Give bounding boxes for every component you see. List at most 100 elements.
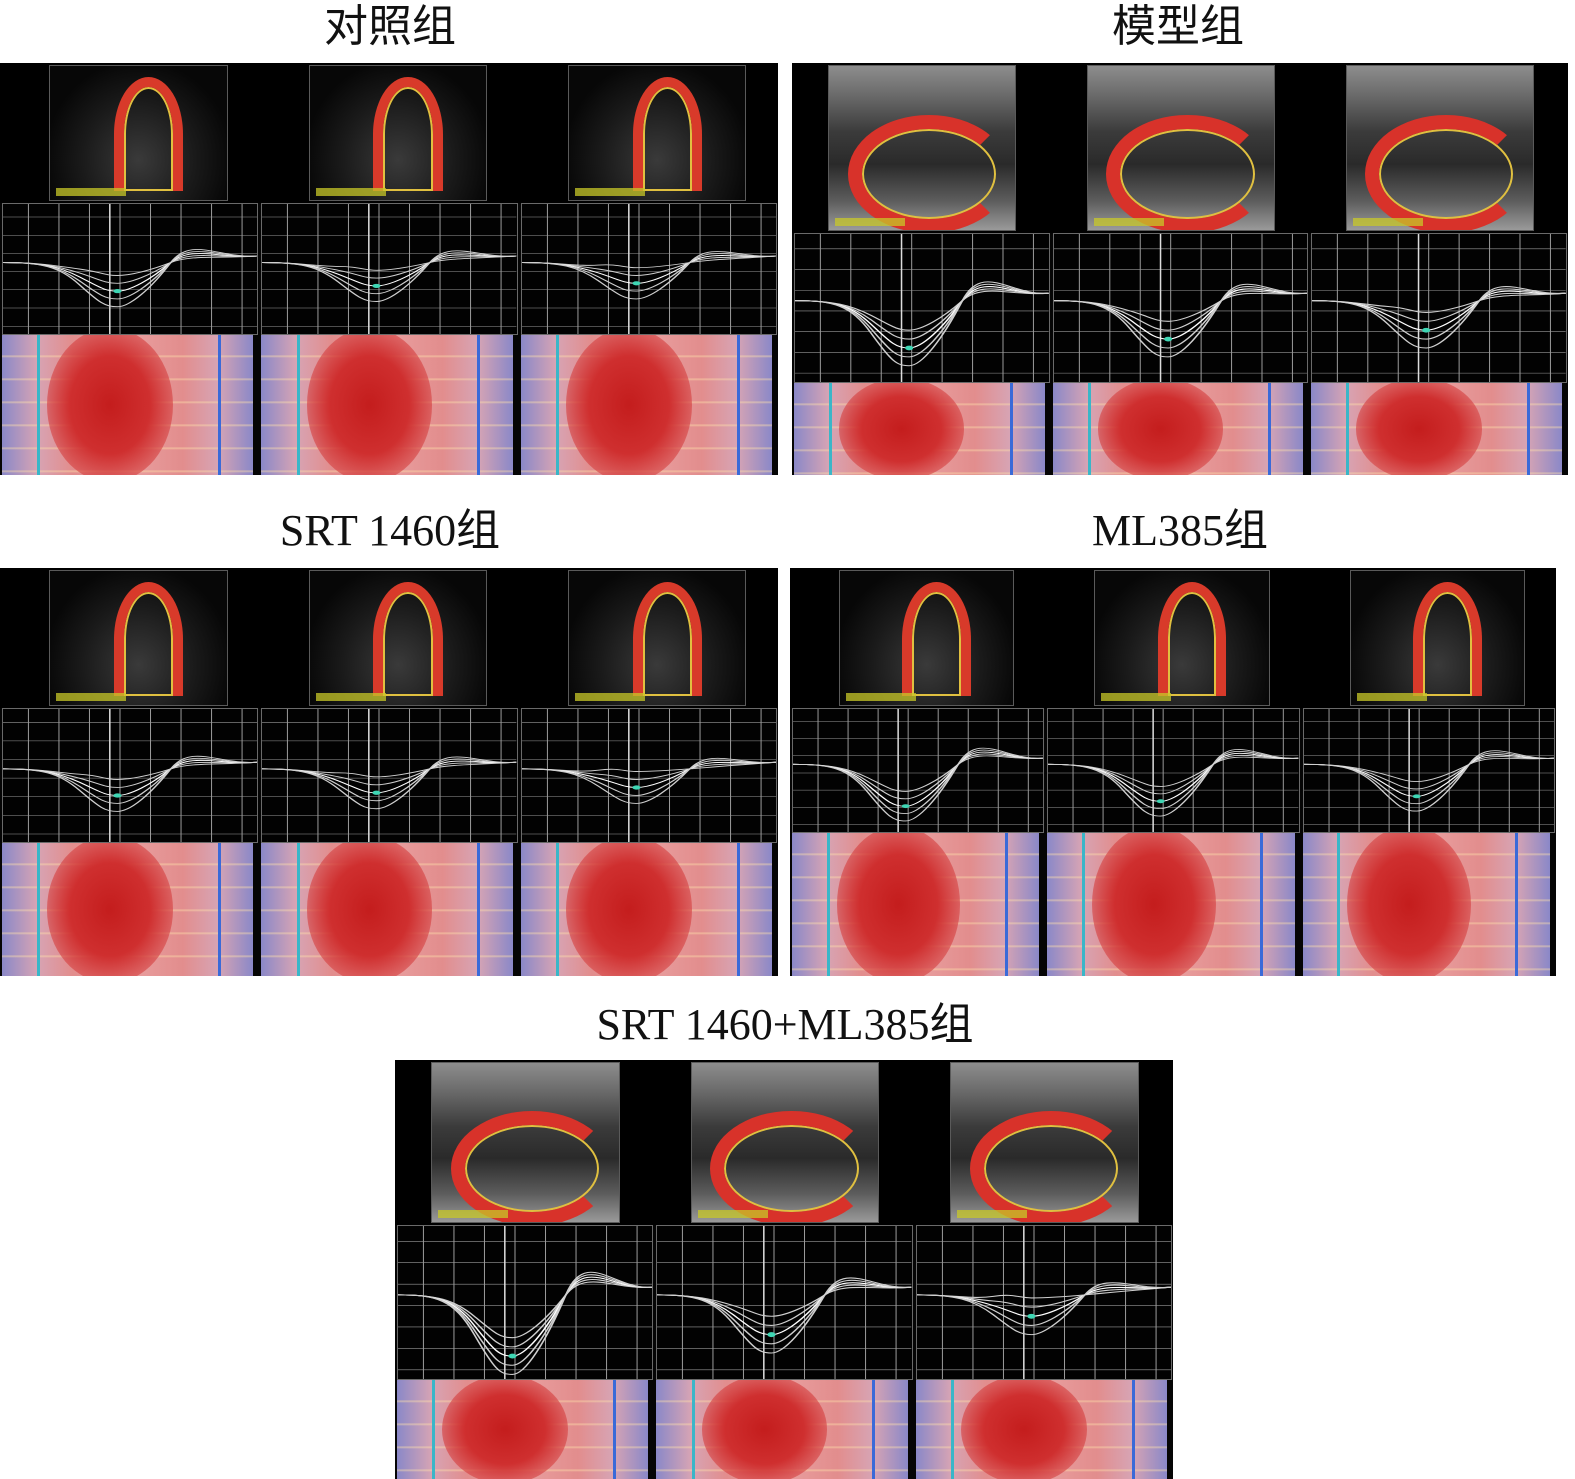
strain-curve-svg (1053, 234, 1308, 382)
strain-value-label (315, 188, 386, 196)
map-marker-line (296, 843, 300, 976)
peak-strain-region (306, 335, 433, 475)
strain-color-map (656, 1380, 908, 1479)
peak-strain-region (1356, 383, 1482, 475)
map-marker-line (1131, 1380, 1135, 1479)
myocardium-trace (1106, 115, 1269, 230)
ultrasound-frame (828, 65, 1017, 231)
strain-value-label (315, 693, 386, 701)
echo-image-row (792, 63, 1568, 233)
map-marker-line (829, 383, 833, 475)
peak-strain-region (306, 843, 433, 976)
myocardium-trace (632, 76, 702, 192)
peak-strain-region (565, 335, 692, 475)
peak-strain-region (960, 1380, 1087, 1479)
peak-strain-region (1097, 383, 1224, 475)
myocardium-trace (373, 581, 443, 697)
peak-strain-region (836, 833, 961, 976)
map-marker-line (555, 843, 559, 976)
ultrasound-frame (690, 1062, 880, 1223)
strain-curve-graph (1052, 233, 1309, 383)
echo-view (0, 63, 260, 203)
map-marker-line (477, 843, 481, 976)
strain-color-map (1047, 833, 1295, 976)
echo-view (395, 1060, 655, 1225)
strain-curve-svg (1303, 709, 1554, 832)
echo-view (1300, 568, 1556, 708)
myocardium-trace (632, 581, 702, 697)
strain-color-map (1302, 833, 1550, 976)
ultrasound-frame (1086, 65, 1276, 231)
strain-curve-graph (520, 708, 777, 843)
strain-curve-graph (397, 1225, 654, 1380)
ultrasound-frame (568, 65, 747, 201)
strain-value-label (835, 218, 906, 226)
panel-model-group (792, 63, 1568, 475)
myocardium-trace (969, 1110, 1133, 1222)
strain-value-label (438, 1210, 509, 1218)
myocardium-trace (373, 76, 443, 192)
strain-value-label (845, 693, 916, 701)
strain-color-map (1052, 383, 1304, 475)
map-marker-line (432, 1380, 436, 1479)
strain-curve-svg (795, 234, 1049, 382)
ultrasound-frame (308, 570, 488, 706)
myocardium-trace (450, 1110, 614, 1222)
strain-curve-row (395, 1225, 1173, 1380)
map-marker-line (1087, 383, 1091, 475)
map-marker-line (1004, 833, 1008, 976)
myocardium-trace (1413, 581, 1482, 697)
myocardium-trace (113, 76, 184, 192)
map-marker-line (691, 1380, 695, 1479)
strain-curve-svg (398, 1226, 653, 1379)
ultrasound-frame (568, 570, 747, 706)
panel-combo-group (395, 1060, 1173, 1479)
map-marker-line (1526, 383, 1530, 475)
myocardium-trace (710, 1110, 873, 1222)
strain-curve-svg (262, 709, 517, 842)
ultrasound-frame (949, 1062, 1139, 1223)
echo-view (1045, 568, 1301, 708)
map-marker-line (736, 843, 740, 976)
echo-view (0, 568, 260, 708)
strain-curve-row (0, 203, 778, 335)
echo-image-row (0, 63, 778, 203)
map-marker-line (555, 335, 559, 475)
strain-color-map (397, 1380, 649, 1479)
peak-strain-region (1091, 833, 1216, 976)
strain-curve-row (792, 233, 1568, 383)
strain-value-label (1101, 693, 1172, 701)
strain-value-label (56, 693, 127, 701)
panel-srt1460-group (0, 568, 778, 976)
myocardium-trace (113, 581, 184, 697)
title-model-group: 模型组 (1112, 2, 1244, 51)
map-marker-line (1268, 383, 1272, 475)
ultrasound-frame (431, 1062, 621, 1223)
strain-color-map (915, 1380, 1167, 1479)
strain-color-map (792, 833, 1040, 976)
strain-curve-svg (3, 709, 258, 842)
strain-color-map (2, 335, 254, 475)
ultrasound-frame (308, 65, 488, 201)
strain-value-label (956, 1210, 1027, 1218)
echo-view (518, 568, 778, 708)
strain-map-row (790, 833, 1556, 976)
strain-value-label (56, 188, 127, 196)
echo-view (792, 63, 1051, 233)
ultrasound-frame (1094, 570, 1270, 706)
myocardium-trace (847, 115, 1010, 230)
map-marker-line (1346, 383, 1350, 475)
strain-value-label (1093, 218, 1164, 226)
title-srt1460-group: SRT 1460组 (279, 506, 501, 555)
strain-color-map (520, 335, 772, 475)
map-marker-line (37, 335, 41, 475)
strain-value-label (1356, 693, 1427, 701)
strain-curve-graph (794, 233, 1050, 383)
strain-value-label (575, 693, 646, 701)
strain-curve-graph (1047, 708, 1300, 833)
echo-image-row (395, 1060, 1173, 1225)
peak-strain-region (1347, 833, 1471, 976)
map-marker-line (826, 833, 830, 976)
strain-curve-svg (1048, 709, 1299, 832)
myocardium-trace (1365, 115, 1528, 230)
